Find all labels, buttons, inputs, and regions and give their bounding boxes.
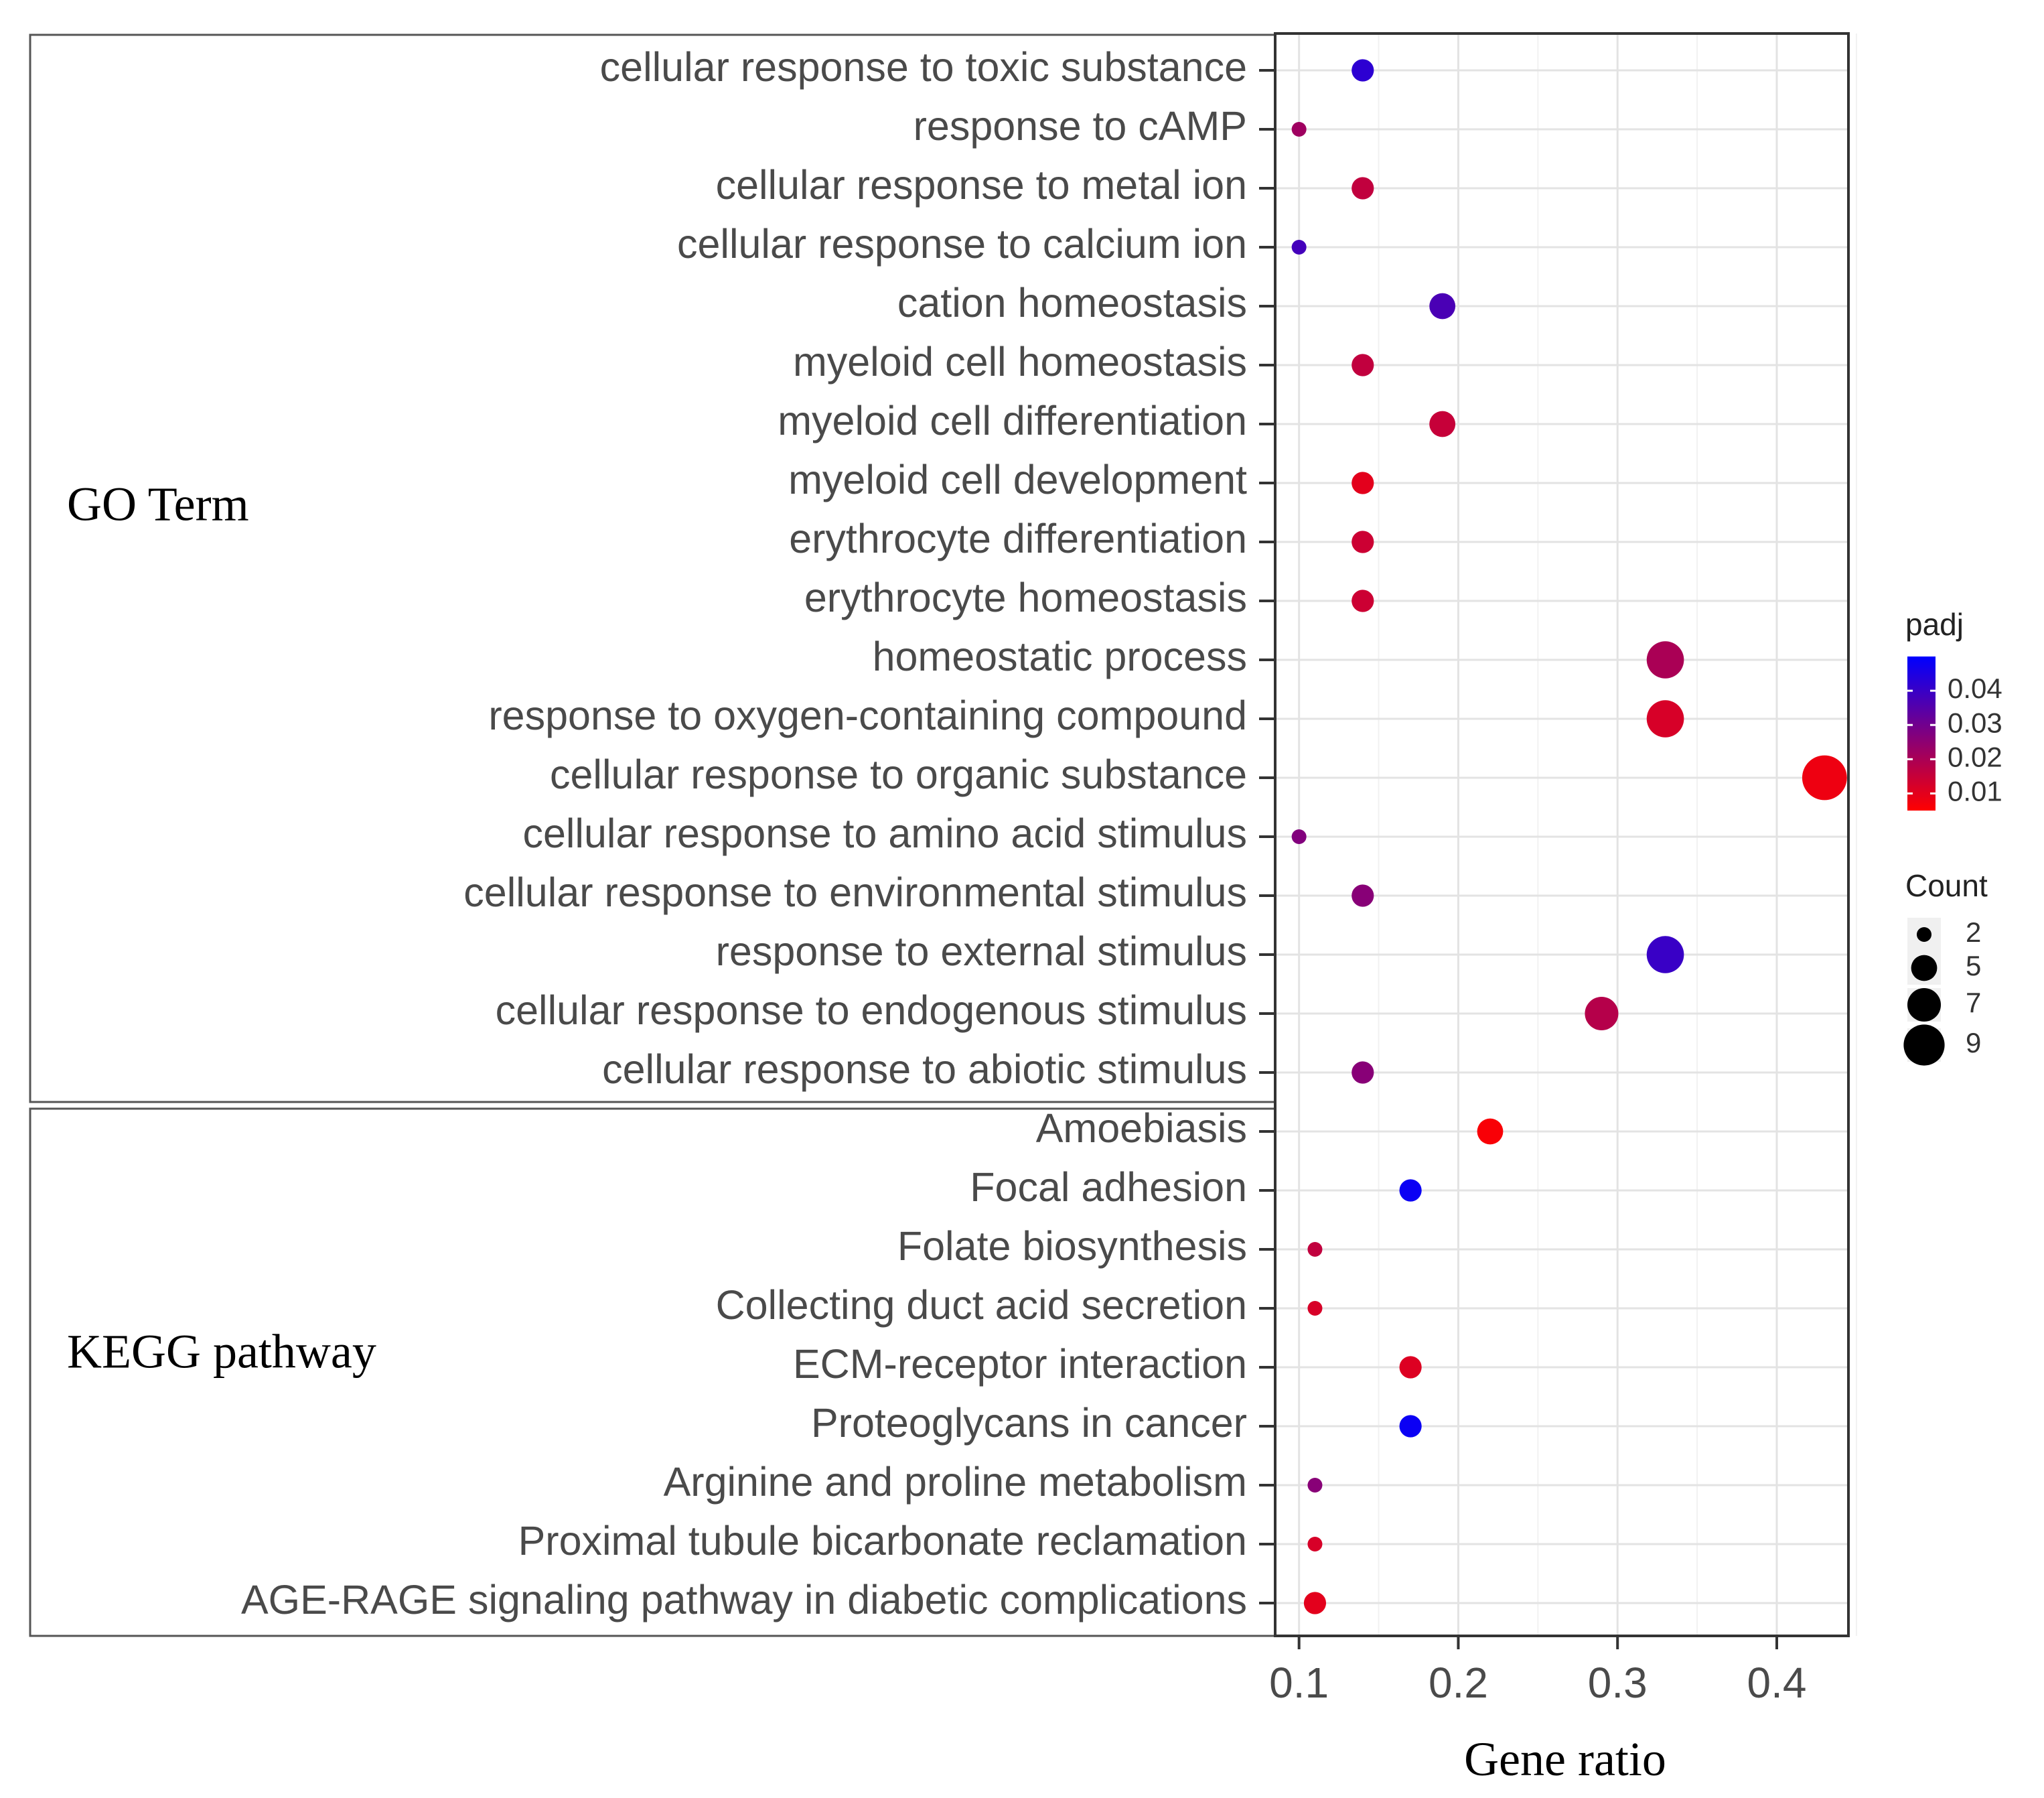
data-point <box>1352 1061 1374 1084</box>
term-label: Amoebiasis <box>1036 1105 1247 1151</box>
legend-color-title: padj <box>1905 607 1964 642</box>
term-label: myeloid cell differentiation <box>778 398 1247 443</box>
data-point <box>1352 472 1374 494</box>
data-point <box>1399 1179 1422 1202</box>
legend-colorbar-label: 0.04 <box>1948 673 2002 704</box>
data-point <box>1429 411 1456 437</box>
term-label: Collecting duct acid secretion <box>716 1282 1247 1328</box>
term-label: cellular response to calcium ion <box>677 221 1247 267</box>
legend-colorbar-label: 0.02 <box>1948 741 2002 772</box>
term-label: cellular response to amino acid stimulus <box>522 811 1247 856</box>
x-tick-label: 0.2 <box>1429 1659 1488 1707</box>
legend-colorbar-label: 0.03 <box>1948 707 2002 738</box>
term-label: Proteoglycans in cancer <box>811 1400 1247 1446</box>
term-label: cellular response to abiotic stimulus <box>602 1046 1247 1092</box>
legend-size-label: 7 <box>1966 987 1981 1018</box>
data-point <box>1307 1537 1323 1551</box>
data-point <box>1291 122 1307 137</box>
legend-size-dot <box>1917 927 1931 942</box>
data-point <box>1352 590 1374 612</box>
term-label: cellular response to environmental stimu… <box>463 870 1247 915</box>
legend-size-label: 2 <box>1966 916 1981 948</box>
data-point <box>1291 829 1307 844</box>
data-point <box>1307 1478 1323 1493</box>
term-label: cellular response to organic substance <box>550 752 1247 797</box>
x-tick-label: 0.3 <box>1588 1659 1648 1707</box>
legend-colorbar-label: 0.01 <box>1948 776 2002 807</box>
term-label: cellular response to toxic substance <box>600 44 1247 90</box>
term-label: response to cAMP <box>914 103 1247 149</box>
legend-size-label: 5 <box>1966 950 1981 981</box>
data-point <box>1646 700 1684 738</box>
data-point <box>1399 1356 1422 1379</box>
data-point <box>1307 1242 1323 1257</box>
term-label: Folate biosynthesis <box>897 1223 1247 1269</box>
data-point <box>1477 1118 1504 1145</box>
term-label: cation homeostasis <box>897 280 1247 326</box>
data-point <box>1352 354 1374 376</box>
legend-size-dot <box>1907 988 1941 1022</box>
term-label: Focal adhesion <box>970 1164 1247 1210</box>
term-label: Proximal tubule bicarbonate reclamation <box>518 1518 1247 1564</box>
data-point <box>1399 1415 1422 1438</box>
term-label: myeloid cell development <box>788 457 1247 502</box>
data-point <box>1307 1301 1323 1316</box>
legend-size-dot <box>1903 1024 1945 1066</box>
legend-colorbar <box>1907 656 1936 811</box>
data-point <box>1429 293 1456 320</box>
term-label: ECM-receptor interaction <box>793 1341 1247 1387</box>
data-point <box>1352 884 1374 907</box>
data-point <box>1802 755 1847 801</box>
x-axis-title: Gene ratio <box>1464 1732 1666 1786</box>
legend-size-dot <box>1911 955 1938 981</box>
data-point <box>1352 59 1374 82</box>
data-point <box>1291 240 1307 255</box>
data-point <box>1646 936 1684 973</box>
term-label: cellular response to endogenous stimulus <box>496 987 1247 1033</box>
data-point <box>1303 1592 1327 1614</box>
x-tick-label: 0.1 <box>1269 1659 1329 1707</box>
term-label: Arginine and proline metabolism <box>664 1459 1247 1505</box>
group-label-1: KEGG pathway <box>67 1325 376 1379</box>
group-label-0: GO Term <box>67 478 249 531</box>
data-point <box>1352 531 1374 553</box>
data-point <box>1646 641 1684 679</box>
term-label: AGE-RAGE signaling pathway in diabetic c… <box>241 1577 1247 1622</box>
term-label: myeloid cell homeostasis <box>793 339 1247 385</box>
data-point <box>1352 177 1374 200</box>
x-tick-label: 0.4 <box>1747 1659 1807 1707</box>
term-label: response to external stimulus <box>716 928 1247 974</box>
term-label: cellular response to metal ion <box>716 162 1247 208</box>
term-label: erythrocyte homeostasis <box>804 575 1247 620</box>
term-label: homeostatic process <box>873 634 1247 679</box>
legend-size-label: 9 <box>1966 1027 1981 1058</box>
panel-border <box>1274 32 1850 1637</box>
data-point <box>1585 997 1619 1030</box>
legend-size-title: Count <box>1905 868 1988 903</box>
term-label: erythrocyte differentiation <box>789 516 1247 561</box>
term-label: response to oxygen-containing compound <box>488 693 1247 738</box>
